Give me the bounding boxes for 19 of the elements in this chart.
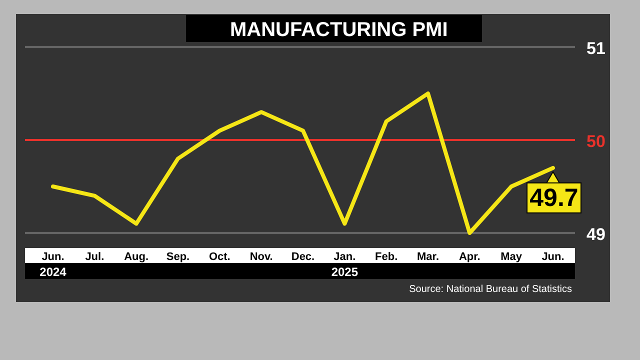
source-note: Source: National Bureau of Statistics bbox=[409, 284, 572, 295]
y-tick-label: 49 bbox=[586, 225, 606, 244]
ref-line-label: 50 bbox=[586, 132, 606, 151]
x-tick-label: Sep. bbox=[166, 251, 190, 263]
x-tick-label: Nov. bbox=[250, 251, 273, 263]
x-tick-label: Jun. bbox=[542, 251, 564, 263]
x-tick-label: Apr. bbox=[458, 251, 480, 263]
x-tick-label: May bbox=[500, 251, 523, 263]
x-tick-label: Oct. bbox=[208, 251, 230, 263]
x-tick-label: Jan. 2025 bbox=[331, 251, 358, 279]
x-tick-label: Mar. bbox=[416, 251, 440, 263]
x-tick-label: Jun. 2024 bbox=[40, 251, 67, 279]
x-tick-label: Jul. bbox=[85, 251, 104, 263]
chart-title: MANUFACTURING PMI bbox=[230, 19, 448, 41]
data-label: 49.7 bbox=[530, 184, 578, 212]
x-tick-label: Dec. bbox=[291, 251, 315, 263]
x-tick-label: Aug. bbox=[124, 251, 149, 263]
x-tick-label: Feb. bbox=[375, 251, 398, 263]
y-tick-label: 51 bbox=[586, 39, 606, 58]
